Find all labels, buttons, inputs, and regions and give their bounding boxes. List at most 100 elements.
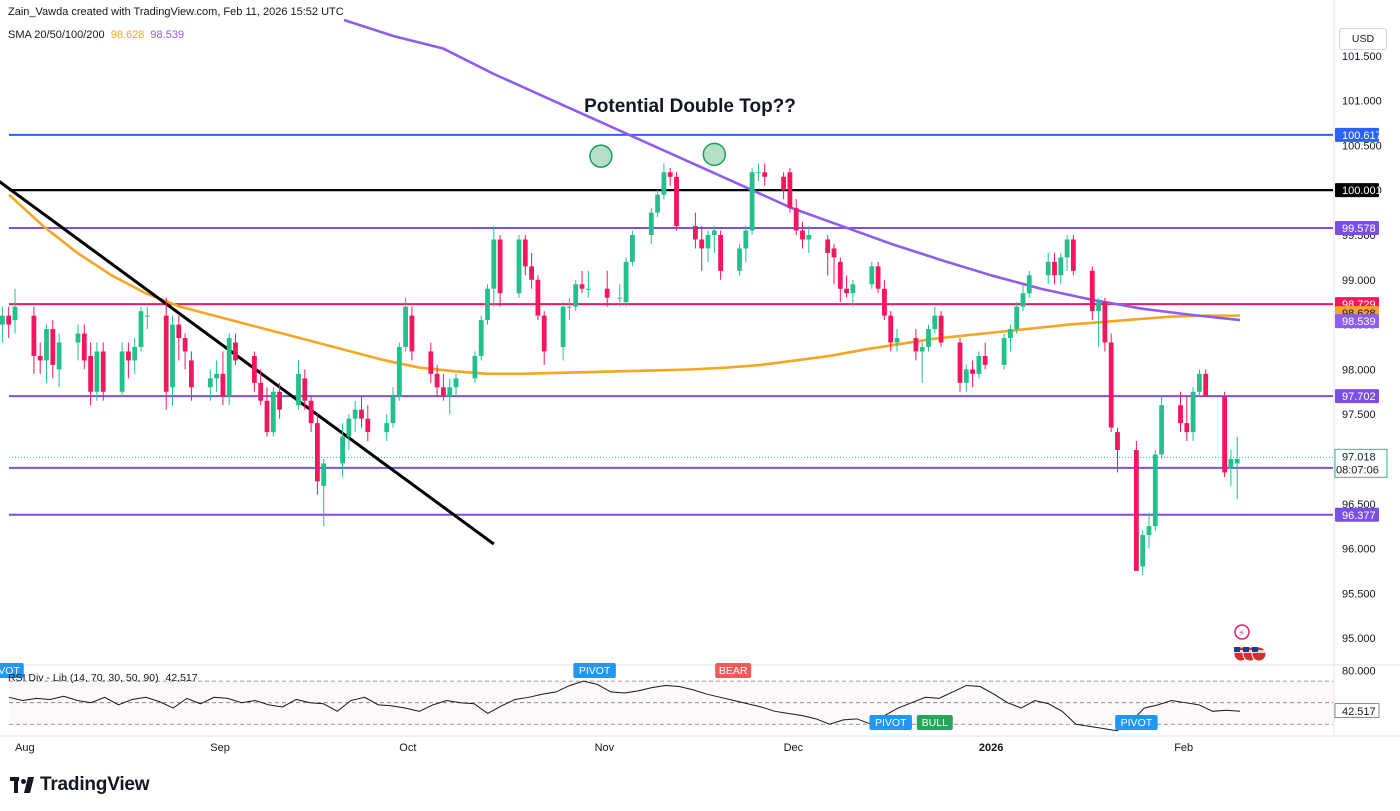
candle-up[interactable] [573,284,579,307]
tradingview-logo[interactable]: TradingView [10,774,150,796]
candle-down[interactable] [365,418,371,433]
candle-up[interactable] [170,324,175,388]
candle-up[interactable] [1064,239,1070,258]
candle-down[interactable] [522,239,528,267]
candle-up[interactable] [403,306,408,347]
sma-line-orange[interactable] [8,193,1240,376]
candle-up[interactable] [756,172,761,174]
candle-down[interactable] [31,315,37,356]
plot-area[interactable]: Potential Double Top?? 100.617 100.001 99.5… [0,18,1388,732]
candle-up[interactable] [390,396,396,424]
candle-up[interactable] [1234,458,1240,464]
candle-up[interactable] [1026,275,1032,294]
candle-up[interactable] [270,391,276,433]
candle-up[interactable] [352,409,358,419]
candle-up[interactable] [1058,257,1064,276]
candle-down[interactable] [252,355,257,383]
rsi-marker-bear[interactable] [715,663,752,678]
candle-down[interactable] [837,261,843,289]
double-top-circle[interactable] [589,144,613,168]
candle-up[interactable] [94,351,100,392]
candle-up[interactable] [214,373,219,379]
candle-down[interactable] [1222,396,1227,473]
candle-down[interactable] [718,235,723,271]
candle-up[interactable] [1014,306,1020,330]
candle-up[interactable] [1197,373,1202,392]
candle-up[interactable] [516,239,522,294]
rsi-line[interactable] [8,680,1241,732]
candle-down[interactable] [970,369,975,374]
candle-down[interactable] [913,338,919,352]
candle-down[interactable] [308,400,314,424]
candle-down[interactable] [37,355,43,361]
candle-up[interactable] [926,329,931,347]
candle-up[interactable] [472,355,478,379]
candle-up[interactable] [737,248,742,271]
candle-down[interactable] [541,315,547,352]
price-level-label-bg[interactable] [1335,314,1379,329]
rsi-marker-pivot[interactable] [573,663,616,678]
candle-down[interactable] [667,172,673,177]
candle-down[interactable] [1115,432,1120,450]
candle-down[interactable] [176,324,182,339]
candle-down[interactable] [81,333,87,361]
candle-down[interactable] [982,355,988,365]
rsi-legend[interactable]: RSI Div - Lib (14, 70, 30, 50, 90) 42.51… [8,672,202,684]
candle-up[interactable] [321,463,327,486]
candle-up[interactable] [346,418,352,437]
currency-button[interactable]: USD [1339,28,1387,50]
candle-down[interactable] [409,315,415,352]
candle-up[interactable] [1140,535,1146,567]
trendline[interactable] [0,161,495,546]
candle-down[interactable] [888,315,894,343]
candle-down[interactable] [182,338,188,352]
candle-down[interactable] [100,351,106,392]
candle-up[interactable] [932,315,938,330]
candle-up[interactable] [919,346,925,352]
candle-up[interactable] [567,306,572,308]
candle-up[interactable] [1152,454,1158,527]
candle-down[interactable] [579,284,585,289]
price-level-label-bg[interactable] [1335,183,1379,198]
candle-down[interactable] [277,391,282,410]
candle-up[interactable] [1228,458,1234,468]
candle-up[interactable] [296,373,301,406]
candle-up[interactable] [623,261,629,303]
candle-down[interactable] [693,226,698,240]
candle-down[interactable] [1089,270,1095,312]
candle-up[interactable] [630,235,635,262]
candle-up[interactable] [340,436,345,464]
candle-up[interactable] [485,288,490,321]
candle-up[interactable] [56,342,62,370]
candle-up[interactable] [894,338,900,343]
candle-down[interactable] [1052,261,1057,276]
candle-down[interactable] [359,409,364,419]
candle-up[interactable] [1190,391,1196,433]
candle-down[interactable] [1178,405,1183,424]
candle-up[interactable] [447,387,453,397]
candle-up[interactable] [1020,293,1026,307]
candle-up[interactable] [617,297,623,299]
candle-down[interactable] [1108,342,1114,428]
candle-up[interactable] [560,306,566,347]
candle-down[interactable] [535,279,541,316]
candle-down[interactable] [844,288,849,294]
candle-down[interactable] [258,382,264,401]
candle-down[interactable] [497,239,503,294]
candle-down[interactable] [315,423,320,482]
candle-down[interactable] [126,351,131,361]
candle-down[interactable] [800,230,805,240]
rsi-marker-bull[interactable] [916,715,953,730]
candle-down[interactable] [604,288,610,298]
candle-down[interactable] [1203,373,1209,397]
candle-down[interactable] [529,266,534,280]
candle-down[interactable] [699,239,705,249]
rsi-marker-pivot[interactable] [0,663,24,678]
candle-up[interactable] [144,315,150,317]
candle-down[interactable] [434,373,440,388]
candle-up[interactable] [743,230,749,249]
candle-up[interactable] [705,235,711,249]
candle-down[interactable] [88,355,93,392]
rsi-marker-pivot[interactable] [1115,715,1158,730]
